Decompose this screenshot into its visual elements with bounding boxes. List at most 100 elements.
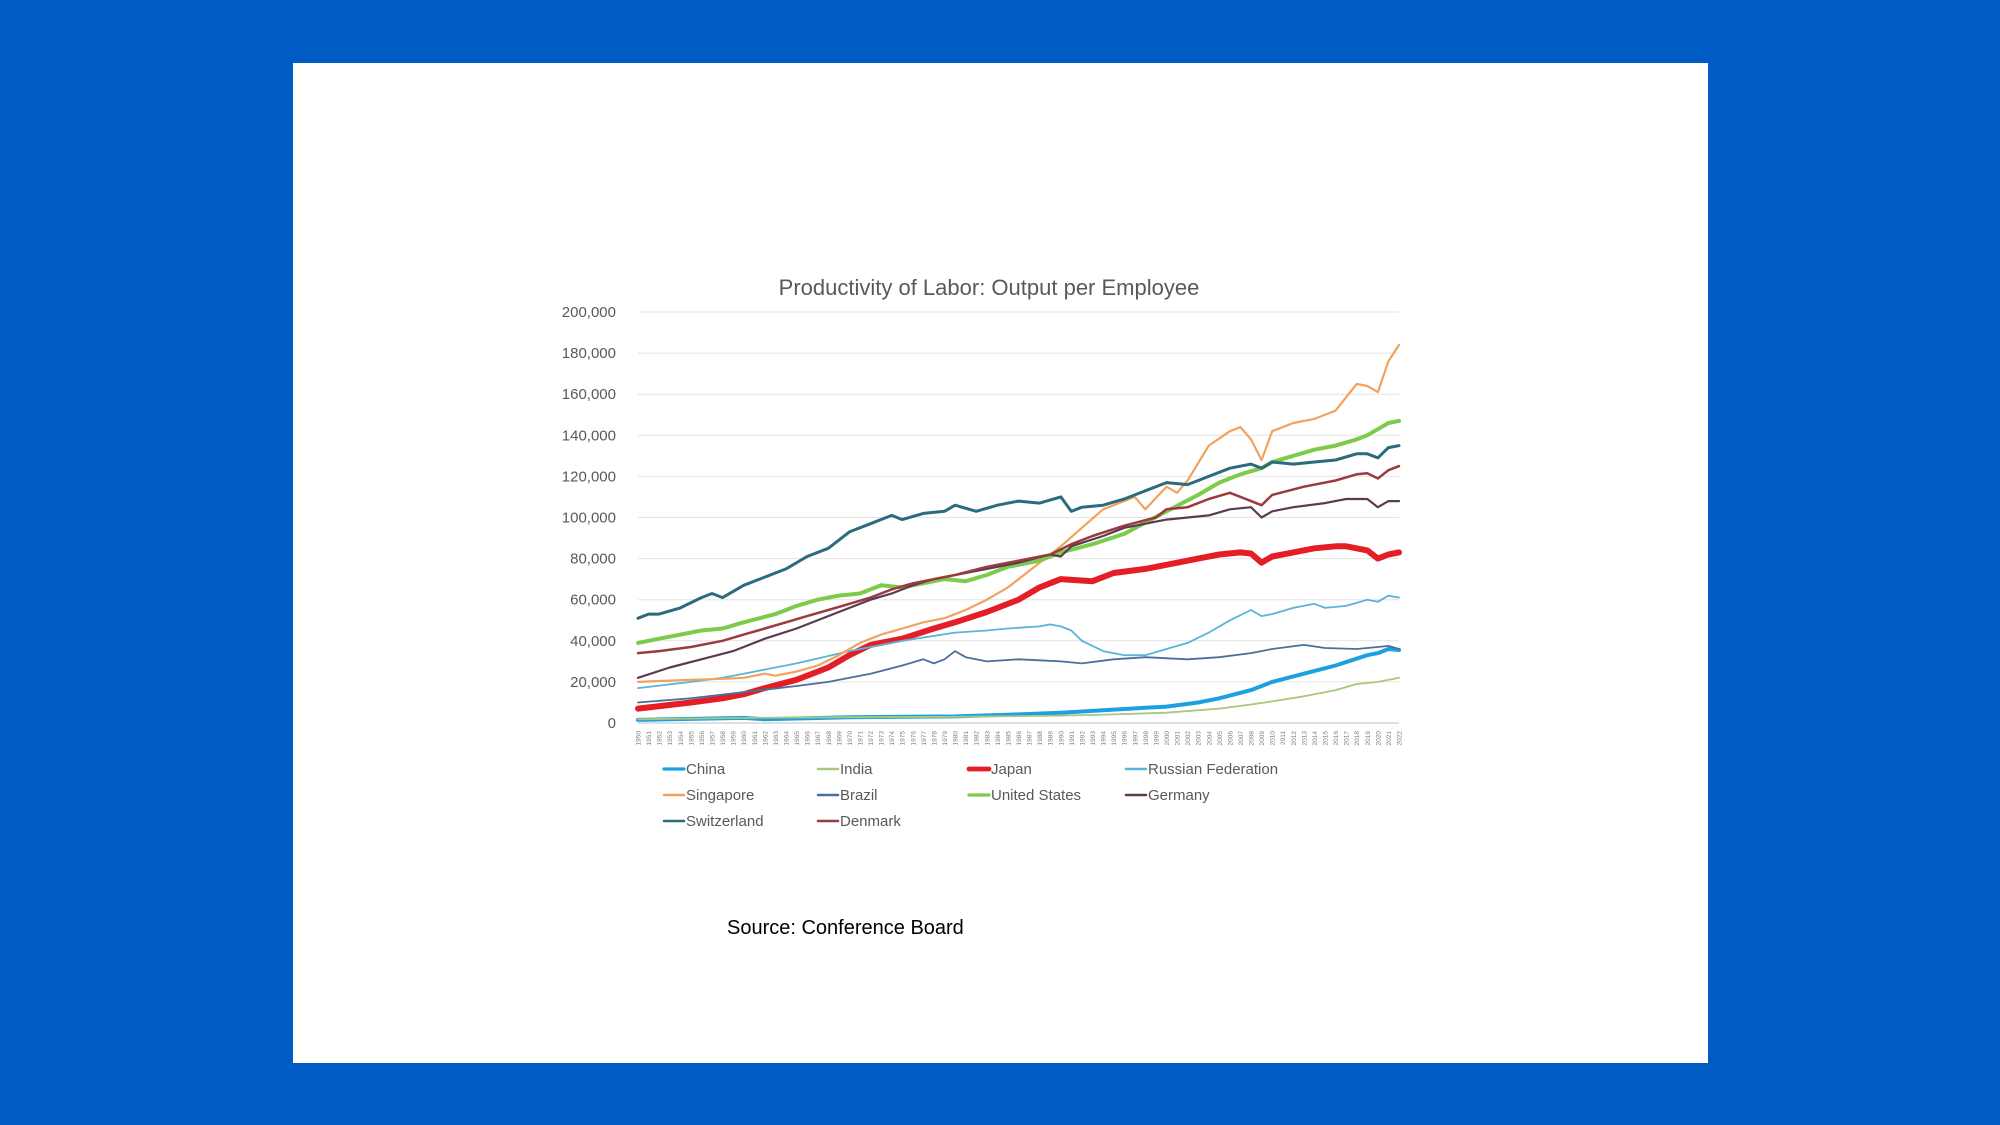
x-tick-label: 2011 xyxy=(1280,731,1287,745)
x-tick-label: 1995 xyxy=(1111,731,1118,746)
legend-label-singapore: Singapore xyxy=(686,787,754,804)
series-line-denmark xyxy=(636,464,1401,655)
x-tick-label: 1964 xyxy=(783,731,790,746)
legend: China India Japan Russian Federation Singapo… xyxy=(662,761,1278,830)
x-tick-label: 2005 xyxy=(1217,731,1224,746)
y-tick-label: 0 xyxy=(608,715,616,732)
legend-label-switzerland: Switzerland xyxy=(686,813,764,830)
x-tick-label: 1951 xyxy=(646,731,653,746)
x-tick-label: 2006 xyxy=(1227,731,1234,746)
x-tick-label: 2007 xyxy=(1238,731,1245,746)
x-tick-label: 1990 xyxy=(1058,731,1065,746)
y-tick-label: 60,000 xyxy=(570,592,616,609)
x-tick-label: 1975 xyxy=(900,731,907,746)
x-tick-label: 1953 xyxy=(667,731,674,746)
x-tick-label: 2012 xyxy=(1291,731,1298,746)
x-tick-label: 1970 xyxy=(847,731,854,746)
x-tick-label: 2003 xyxy=(1196,731,1203,746)
x-tick-label: 1987 xyxy=(1027,731,1034,746)
x-tick-label: 1983 xyxy=(984,731,991,746)
x-tick-label: 1985 xyxy=(1005,731,1012,746)
x-tick-label: 1976 xyxy=(910,731,917,746)
legend-label-united-states: United States xyxy=(991,787,1081,804)
x-tick-label: 1954 xyxy=(678,731,685,746)
legend-label-japan: Japan xyxy=(991,761,1032,778)
x-tick-label: 1955 xyxy=(688,731,695,746)
x-axis-ticks: 1950 1951 1952 1953 1954 1955 1956 1957 1958 1959… xyxy=(636,731,1404,746)
y-tick-label: 200,000 xyxy=(562,304,616,321)
x-tick-label: 1952 xyxy=(657,731,664,746)
y-tick-label: 120,000 xyxy=(562,468,616,485)
x-tick-label: 2015 xyxy=(1323,731,1330,746)
y-tick-label: 80,000 xyxy=(570,551,616,568)
legend-label-india: India xyxy=(840,761,873,778)
x-tick-label: 1966 xyxy=(805,731,812,746)
x-tick-label: 2018 xyxy=(1354,731,1361,746)
x-tick-label: 1956 xyxy=(699,731,706,746)
x-tick-label: 1950 xyxy=(636,731,643,746)
x-tick-label: 1969 xyxy=(836,731,843,746)
x-tick-label: 2008 xyxy=(1249,731,1256,746)
x-tick-label: 2002 xyxy=(1185,731,1192,746)
x-tick-label: 1980 xyxy=(953,731,960,746)
series-line-japan xyxy=(635,543,1402,712)
series-line-germany xyxy=(636,497,1401,679)
x-tick-label: 1988 xyxy=(1037,731,1044,746)
x-tick-label: 1967 xyxy=(815,731,822,746)
series-line-singapore xyxy=(636,343,1401,684)
x-tick-label: 2013 xyxy=(1301,731,1308,746)
legend-label-russian-federation: Russian Federation xyxy=(1148,761,1278,778)
x-tick-label: 1992 xyxy=(1079,731,1086,746)
x-tick-label: 2010 xyxy=(1270,731,1277,746)
x-tick-label: 2009 xyxy=(1259,731,1266,746)
x-tick-label: 1959 xyxy=(731,731,738,746)
x-tick-label: 2016 xyxy=(1333,731,1340,746)
x-tick-label: 1991 xyxy=(1069,731,1076,746)
x-tick-label: 1963 xyxy=(773,731,780,746)
x-tick-label: 1997 xyxy=(1132,731,1139,746)
x-tick-label: 1993 xyxy=(1090,731,1097,746)
x-tick-label: 1998 xyxy=(1143,731,1150,746)
x-tick-label: 1994 xyxy=(1101,731,1108,746)
x-tick-label: 1979 xyxy=(942,731,949,746)
x-tick-label: 1973 xyxy=(879,731,886,746)
series-line-india xyxy=(637,676,1400,721)
x-tick-label: 1984 xyxy=(995,731,1002,746)
x-tick-label: 1974 xyxy=(889,731,896,746)
x-tick-label: 2020 xyxy=(1375,731,1382,746)
x-tick-label: 2021 xyxy=(1386,731,1393,746)
x-tick-label: 1971 xyxy=(857,731,864,746)
x-tick-label: 2000 xyxy=(1164,731,1171,746)
x-tick-label: 1965 xyxy=(794,731,801,746)
y-axis-ticks: 0 20,000 40,000 60,000 80,000 100,000 120,000 1… xyxy=(562,304,616,732)
x-tick-label: 2022 xyxy=(1397,731,1404,746)
series-lines xyxy=(635,343,1402,722)
x-tick-label: 1977 xyxy=(921,731,928,746)
y-tick-label: 100,000 xyxy=(562,510,616,527)
x-tick-label: 1958 xyxy=(720,731,727,746)
series-line-brazil xyxy=(637,644,1400,704)
x-tick-label: 1986 xyxy=(1016,731,1023,746)
chart-title: Productivity of Labor: Output per Employ… xyxy=(779,275,1200,300)
x-tick-label: 1962 xyxy=(762,731,769,746)
x-tick-label: 1960 xyxy=(741,731,748,746)
x-tick-label: 2017 xyxy=(1344,731,1351,746)
slide-panel: Productivity of Labor: Output per Employ… xyxy=(293,63,1708,1063)
y-tick-label: 40,000 xyxy=(570,633,616,650)
y-tick-label: 20,000 xyxy=(570,674,616,691)
legend-label-germany: Germany xyxy=(1148,787,1210,804)
x-tick-label: 1982 xyxy=(974,731,981,746)
x-tick-label: 1978 xyxy=(931,731,938,746)
x-tick-label: 1972 xyxy=(868,731,875,746)
legend-label-china: China xyxy=(686,761,726,778)
series-line-united-states xyxy=(636,418,1401,645)
gridlines xyxy=(638,311,1399,724)
y-tick-label: 180,000 xyxy=(562,345,616,362)
y-tick-label: 160,000 xyxy=(562,386,616,403)
x-tick-label: 2014 xyxy=(1312,731,1319,746)
y-tick-label: 140,000 xyxy=(562,427,616,444)
x-tick-label: 1996 xyxy=(1122,731,1129,746)
x-tick-label: 2004 xyxy=(1206,731,1213,746)
x-tick-label: 2019 xyxy=(1365,731,1372,746)
x-tick-label: 1989 xyxy=(1048,731,1055,746)
